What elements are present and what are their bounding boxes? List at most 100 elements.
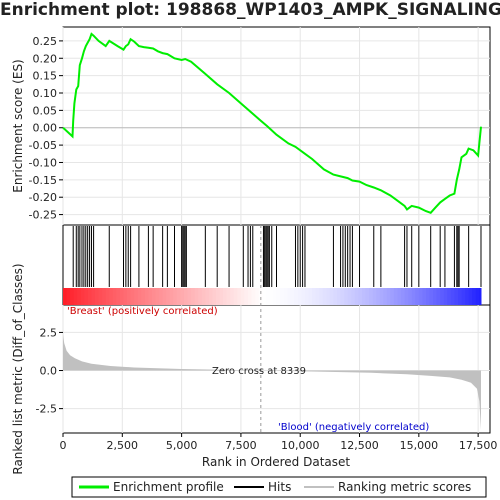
rank-bar-segment (180, 288, 185, 305)
metric-y-tick-label: -2.5 (36, 403, 57, 416)
rank-bar-segment (233, 288, 238, 305)
rank-bar-segment (351, 288, 356, 305)
rank-bar-segment (123, 288, 128, 305)
rank-bar-segment (333, 288, 338, 305)
rank-bar-segment (187, 288, 192, 305)
rank-bar-segment (401, 288, 406, 305)
rank-bar-segment (272, 288, 277, 305)
rank-bar-segment (358, 288, 363, 305)
rank-bar-segment (258, 288, 263, 305)
rank-bar-segment (404, 288, 409, 305)
rank-bar-segment (173, 288, 178, 305)
rank-bar-segment (376, 288, 381, 305)
rank-bar-segment (77, 288, 82, 305)
rank-bar-segment (127, 288, 132, 305)
rank-bar-segment (472, 288, 477, 305)
rank-bar-segment (230, 288, 235, 305)
legend-hits-label: Hits (268, 480, 291, 494)
rank-bar-segment (379, 288, 384, 305)
rank-bar-segment (116, 288, 121, 305)
rank-bar-segment (84, 288, 89, 305)
es-grid (62, 27, 490, 225)
rank-bar-segment (219, 288, 224, 305)
rank-bar-segment (208, 288, 213, 305)
rank-bar-segment (408, 288, 413, 305)
rank-bar-segment (411, 288, 416, 305)
rank-bar-segment (105, 288, 110, 305)
zero-cross-label: Zero cross at 8339 (212, 366, 306, 377)
rank-bar-segment (194, 288, 199, 305)
rank-bar-segment (315, 288, 320, 305)
rank-bar-segment (176, 288, 181, 305)
rank-bar-segment (369, 288, 374, 305)
rank-bar-segment (166, 288, 171, 305)
rank-bar-segment (390, 288, 395, 305)
es-y-tick-label: -0.10 (29, 156, 57, 169)
x-axis-ticks: 0 2,500 5,000 7,500 10,000 12,500 15,000 17,500 (60, 433, 497, 452)
rank-bar-segment (372, 288, 377, 305)
rank-bar-segment (294, 288, 299, 305)
legend-profile-label: Enrichment profile (113, 480, 224, 494)
rank-bar-segment (461, 288, 466, 305)
rank-bar-segment (280, 288, 285, 305)
rank-bar-segment (148, 288, 153, 305)
es-y-tick-label: -0.25 (29, 209, 57, 222)
metric-y-ticks: 2.5 0.0 -2.5 (36, 326, 63, 416)
enrichment-profile-line (62, 32, 482, 214)
es-y-tick-label: -0.20 (29, 191, 57, 204)
rank-bar-segment (162, 288, 167, 305)
rank-bar-segment (130, 288, 135, 305)
es-y-tick-label: -0.15 (29, 174, 57, 187)
rank-bar-segment (237, 288, 242, 305)
x-axis-label: Rank in Ordered Dataset (202, 455, 350, 469)
rank-bar-segment (134, 288, 139, 305)
rank-bar-segment (354, 288, 359, 305)
x-tick-label: 0 (60, 439, 67, 452)
rank-bar-segment (201, 288, 206, 305)
es-y-tick-label: 0.25 (33, 35, 58, 48)
rank-bar-segment (159, 288, 164, 305)
rank-bar-segment (262, 288, 267, 305)
es-y-axis-label: Enrichment score (ES) (11, 59, 25, 192)
rank-bar-segment (397, 288, 402, 305)
rank-bar-segment (144, 288, 149, 305)
rank-bar-segment (183, 288, 189, 305)
rank-bar-segment (365, 288, 370, 305)
es-y-tick-label: 0.15 (33, 70, 58, 83)
rank-bar-segment (361, 288, 366, 305)
legend-box (71, 476, 487, 498)
rank-bar-segment (440, 288, 445, 305)
rank-bar-segment (205, 288, 210, 305)
rank-bar-segment (109, 288, 114, 305)
x-tick-label: 2,500 (107, 439, 139, 452)
x-tick-label: 15,000 (400, 439, 439, 452)
rank-bar-segment (87, 288, 92, 305)
metric-y-axis-label: Ranked list metric (Diff_of_Classes) (11, 263, 25, 474)
rank-bar-segment (226, 288, 231, 305)
rank-bar-segment (80, 288, 85, 305)
rank-bar-segment (304, 288, 310, 305)
rank-bar-segment (393, 288, 398, 305)
negative-label: 'Blood' (negatively correlated) (278, 422, 429, 433)
rank-bar-segment (383, 288, 388, 305)
x-tick-label: 5,000 (166, 439, 198, 452)
rank-bar-segment (418, 288, 423, 305)
rank-bar-segment (151, 288, 157, 305)
rank-bar-segment (248, 288, 253, 305)
es-y-tick-label: 0.05 (33, 104, 58, 117)
rank-bar-segment (479, 288, 482, 305)
page-title: Enrichment plot: 198868_WP1403_AMPK_SIGN… (0, 0, 500, 20)
rank-bar-segment (216, 288, 221, 305)
rank-bar-segment (347, 288, 352, 305)
rank-bar-segment (319, 288, 324, 305)
rank-bar-segment (119, 288, 124, 305)
rank-bar-segment (386, 288, 391, 305)
rank-bar-segment (433, 288, 438, 305)
rank-color-bar (63, 288, 482, 305)
rank-bar-segment (312, 288, 317, 305)
rank-bar-segment (112, 288, 117, 305)
rank-bar-segment (425, 288, 431, 305)
rank-bar-segment (422, 288, 427, 305)
rank-bar-segment (308, 288, 313, 305)
